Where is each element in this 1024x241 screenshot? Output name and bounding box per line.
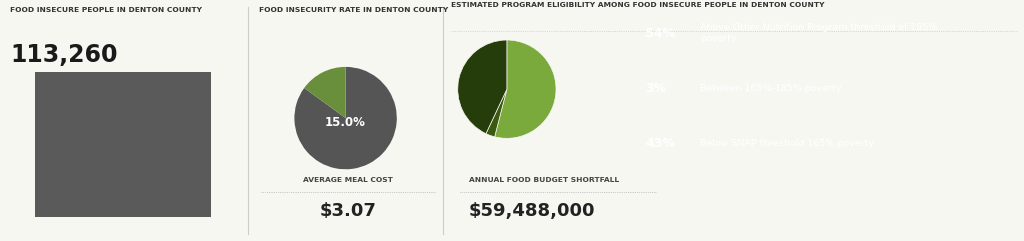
Text: FOOD INSECURITY RATE IN DENTON COUNTY: FOOD INSECURITY RATE IN DENTON COUNTY [259,7,447,13]
Text: Below SNAP threshold 165% poverty: Below SNAP threshold 165% poverty [700,140,874,148]
Wedge shape [458,40,507,134]
Wedge shape [486,89,507,137]
Text: Above Other Nutrition Program threshold of 185%
poverty: Above Other Nutrition Program threshold … [700,23,938,43]
Text: $3.07: $3.07 [319,202,377,220]
Text: 54%: 54% [645,27,676,40]
Text: FOOD INSECURE PEOPLE IN DENTON COUNTY: FOOD INSECURE PEOPLE IN DENTON COUNTY [10,7,202,13]
Text: 3%: 3% [645,82,667,95]
Bar [35,72,211,217]
Text: 43%: 43% [645,138,675,150]
Wedge shape [304,67,346,118]
Text: 113,260: 113,260 [10,43,118,67]
Wedge shape [294,67,396,169]
Text: Between 165%-185% poverty: Between 165%-185% poverty [700,84,842,93]
Text: ESTIMATED PROGRAM ELIGIBILITY AMONG FOOD INSECURE PEOPLE IN DENTON COUNTY: ESTIMATED PROGRAM ELIGIBILITY AMONG FOOD… [452,2,824,8]
Text: ANNUAL FOOD BUDGET SHORTFALL: ANNUAL FOOD BUDGET SHORTFALL [469,177,618,183]
Text: 15.0%: 15.0% [326,116,366,129]
Text: AVERAGE MEAL COST: AVERAGE MEAL COST [303,177,393,183]
Text: $59,488,000: $59,488,000 [469,202,595,220]
Wedge shape [495,40,556,138]
